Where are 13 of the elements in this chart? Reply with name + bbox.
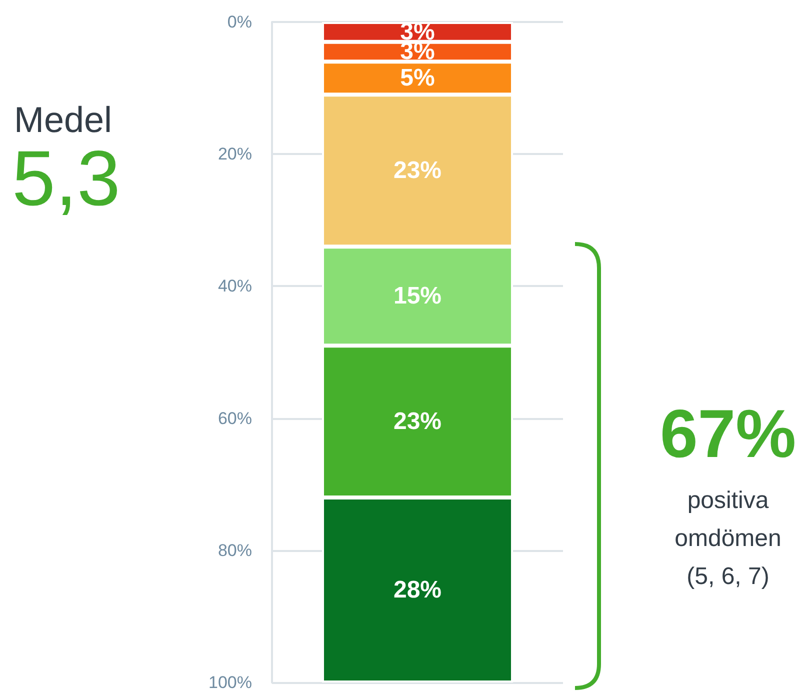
y-tick-label: 60% <box>218 408 252 428</box>
data-label: 15% <box>393 282 442 310</box>
data-label: 28% <box>393 576 442 604</box>
data-label: 23% <box>393 157 442 184</box>
data-label: 23% <box>393 408 442 436</box>
y-tick-label: 40% <box>218 276 252 296</box>
data-label: 5% <box>400 64 435 92</box>
y-tick-label: 100% <box>208 673 252 692</box>
y-tick-label: 20% <box>218 144 252 164</box>
y-tick-label: 80% <box>218 540 252 560</box>
text: positiva omdömen (5, 6, 7) <box>674 486 782 592</box>
y-tick-label: 0% <box>227 12 252 32</box>
text: 67% <box>658 396 798 472</box>
